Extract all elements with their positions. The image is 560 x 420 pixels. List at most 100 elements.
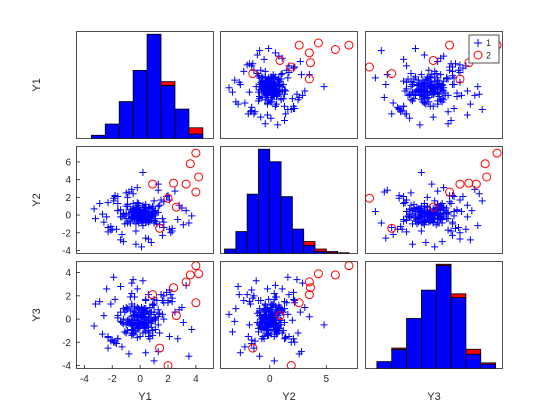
- point-group1-146: [171, 187, 179, 195]
- point-group1-188: [126, 219, 134, 227]
- point-group1-157: [252, 277, 260, 285]
- hist-bar-group1-Y2-5: [280, 196, 293, 254]
- point-group1-204: [435, 211, 443, 219]
- hist-bar-group2-Y1-7: [188, 127, 204, 135]
- point-group1-157: [139, 277, 147, 285]
- point-group2-1: [185, 270, 195, 280]
- point-group1-80: [404, 91, 412, 99]
- legend-marker-group1: [474, 39, 482, 47]
- point-group1-125: [104, 228, 112, 236]
- point-group1-175: [150, 308, 158, 316]
- point-group1-127: [261, 300, 269, 308]
- point-group1-125: [244, 332, 252, 340]
- point-group1-165: [264, 100, 272, 108]
- point-group1-190: [143, 217, 151, 225]
- point-group1-155: [440, 52, 448, 60]
- point-group1-210: [259, 320, 267, 328]
- point-group1-43: [132, 227, 140, 235]
- point-group1-147: [299, 91, 307, 99]
- point-group2-9: [275, 55, 285, 65]
- point-group1-121: [108, 225, 116, 233]
- hist-bar-group2-Y3-5: [450, 293, 467, 298]
- point-group1-116: [459, 64, 467, 72]
- point-group2-9: [171, 202, 181, 212]
- point-group1-125: [244, 110, 252, 118]
- point-group1-188: [126, 307, 134, 315]
- point-group1-161: [128, 290, 136, 298]
- point-group1-98: [261, 67, 269, 75]
- point-group1-168: [270, 332, 278, 340]
- point-group1-201: [265, 91, 273, 99]
- point-group1-153: [142, 349, 150, 357]
- point-group2-4: [169, 283, 179, 293]
- legend: 12: [468, 34, 500, 64]
- hist-bar-group1-Y1-3: [132, 70, 148, 139]
- point-group1-215: [428, 82, 436, 90]
- point-group2-4: [169, 178, 179, 188]
- y-tick-label: 2: [65, 291, 71, 302]
- point-group1-208: [142, 322, 150, 330]
- point-group1-175: [150, 219, 158, 227]
- point-group1-147: [471, 185, 479, 193]
- panel-background: [365, 146, 503, 254]
- point-group1-180: [139, 329, 147, 337]
- point-group2-7: [155, 343, 165, 353]
- point-group1-141: [429, 113, 437, 121]
- point-group1-130: [284, 106, 292, 114]
- point-group1-212: [129, 321, 137, 329]
- point-group1-159: [124, 316, 132, 324]
- point-group1-180: [407, 214, 415, 222]
- point-group1-134: [297, 71, 305, 79]
- point-group1-187: [275, 75, 283, 83]
- panel-frame: [76, 261, 214, 369]
- panel-frame: [220, 31, 358, 139]
- panel-content: [376, 263, 496, 369]
- point-group1-157: [252, 83, 260, 91]
- point-group1-122: [447, 227, 455, 235]
- point-group1-160: [150, 197, 158, 205]
- point-group2-5: [191, 187, 201, 197]
- point-group1-208: [142, 208, 150, 216]
- point-group1-138: [90, 322, 98, 330]
- point-group1-97: [434, 100, 442, 108]
- point-group1-147: [471, 91, 479, 99]
- point-group1-97: [273, 100, 281, 108]
- point-group1-159: [288, 316, 296, 324]
- hist-bar-group1-Y1-1: [104, 123, 120, 139]
- point-group1-79: [154, 321, 162, 329]
- point-group2-0: [191, 148, 201, 158]
- point-group1-125: [403, 228, 411, 236]
- point-group1-128: [466, 100, 474, 108]
- point-group1-115: [104, 199, 112, 207]
- point-group1-153: [236, 80, 244, 88]
- point-group1-169: [280, 305, 288, 313]
- point-group1-126: [454, 66, 462, 74]
- point-group1-121: [398, 225, 406, 233]
- point-group1-122: [168, 298, 176, 306]
- point-group2-9: [428, 55, 438, 65]
- point-group1-35: [449, 80, 457, 88]
- point-group1-199: [257, 80, 265, 88]
- panel-content: [90, 261, 204, 369]
- point-group1-102: [104, 344, 112, 352]
- point-group1-128: [117, 283, 125, 291]
- point-group1-145: [119, 305, 127, 313]
- point-group1-123: [400, 102, 408, 110]
- point-group1-149: [96, 200, 104, 208]
- hist-bar-group1-Y3-2: [406, 318, 422, 369]
- point-group1-145: [119, 238, 127, 246]
- point-group1-141: [100, 312, 108, 320]
- point-group1-181: [131, 302, 139, 310]
- point-group1-159: [288, 95, 296, 103]
- point-group1-215: [140, 313, 148, 321]
- point-group1-168: [403, 208, 411, 216]
- point-group1-153: [382, 234, 390, 242]
- point-group1-120: [285, 291, 293, 299]
- point-group1-98: [431, 67, 439, 75]
- panel-frame: [76, 146, 214, 254]
- point-group1-154: [264, 111, 272, 119]
- point-group1-74: [254, 88, 262, 96]
- point-group2-4: [305, 283, 315, 293]
- point-group1-116: [459, 192, 467, 200]
- point-group1-155: [178, 303, 186, 311]
